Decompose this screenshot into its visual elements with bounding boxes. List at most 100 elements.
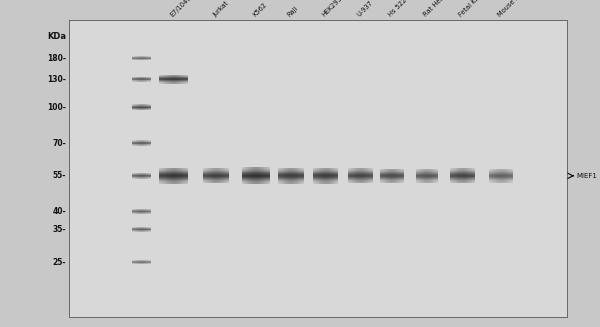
Bar: [322, 168, 323, 184]
Bar: [387, 169, 388, 183]
Bar: [203, 174, 229, 175]
Bar: [203, 168, 229, 169]
Bar: [69, 20, 567, 317]
Bar: [146, 77, 147, 81]
Bar: [348, 168, 349, 183]
Bar: [186, 168, 187, 184]
Bar: [295, 168, 296, 184]
Bar: [147, 104, 148, 111]
Bar: [140, 209, 141, 214]
Bar: [138, 227, 139, 232]
Bar: [278, 172, 304, 173]
Bar: [140, 227, 141, 232]
Bar: [416, 177, 437, 178]
Bar: [142, 209, 143, 214]
Bar: [133, 77, 134, 81]
Bar: [146, 209, 147, 214]
Bar: [422, 169, 423, 182]
Bar: [317, 168, 318, 184]
Bar: [161, 168, 162, 184]
Bar: [138, 104, 139, 111]
Bar: [251, 167, 252, 184]
Bar: [242, 183, 269, 184]
Bar: [294, 168, 295, 184]
Bar: [450, 177, 475, 178]
Bar: [450, 168, 475, 169]
Bar: [150, 140, 151, 146]
Bar: [150, 104, 151, 111]
Bar: [132, 140, 133, 146]
Bar: [203, 178, 229, 179]
Bar: [249, 167, 250, 184]
Bar: [139, 209, 140, 214]
Bar: [247, 167, 248, 184]
Bar: [278, 175, 304, 176]
Bar: [242, 172, 269, 173]
Bar: [168, 168, 169, 184]
Bar: [222, 168, 223, 183]
Bar: [300, 168, 301, 184]
Text: 180-: 180-: [47, 54, 66, 63]
Bar: [138, 209, 139, 214]
Bar: [463, 168, 464, 183]
Bar: [450, 175, 475, 176]
Bar: [302, 168, 304, 184]
Bar: [159, 179, 188, 180]
Bar: [143, 209, 144, 214]
Bar: [473, 168, 474, 183]
Bar: [242, 174, 269, 175]
Bar: [278, 183, 304, 184]
Bar: [164, 168, 165, 184]
Bar: [132, 209, 133, 214]
Bar: [278, 180, 304, 181]
Bar: [429, 169, 430, 182]
Bar: [418, 169, 419, 182]
Bar: [348, 169, 373, 170]
Bar: [146, 260, 147, 264]
Bar: [178, 75, 179, 84]
Bar: [144, 56, 145, 60]
Bar: [166, 75, 167, 84]
Bar: [159, 75, 160, 84]
Bar: [144, 227, 145, 232]
Bar: [470, 168, 471, 183]
Bar: [141, 140, 142, 146]
Bar: [169, 75, 170, 84]
Bar: [169, 168, 170, 184]
Bar: [281, 168, 282, 184]
Bar: [348, 182, 373, 183]
Bar: [313, 170, 338, 171]
Bar: [286, 168, 287, 184]
Bar: [135, 140, 136, 146]
Bar: [371, 168, 372, 183]
Bar: [162, 75, 163, 84]
Bar: [313, 178, 338, 179]
Bar: [145, 173, 146, 179]
Bar: [348, 171, 373, 172]
Bar: [139, 140, 140, 146]
Bar: [313, 174, 338, 175]
Bar: [250, 167, 251, 184]
Bar: [401, 169, 402, 183]
Bar: [264, 167, 265, 184]
Bar: [260, 167, 262, 184]
Bar: [162, 168, 163, 184]
Bar: [137, 104, 138, 111]
Bar: [139, 77, 140, 81]
Bar: [203, 176, 229, 177]
Bar: [242, 181, 269, 182]
Bar: [218, 168, 220, 183]
Bar: [498, 169, 499, 182]
Bar: [393, 169, 394, 183]
Bar: [167, 168, 168, 184]
Bar: [183, 168, 184, 184]
Bar: [386, 169, 387, 183]
Text: 130-: 130-: [47, 75, 66, 84]
Bar: [256, 167, 257, 184]
Text: Rat Heart: Rat Heart: [422, 0, 449, 18]
Bar: [148, 209, 149, 214]
Bar: [159, 183, 188, 184]
Bar: [134, 260, 135, 264]
Bar: [242, 180, 269, 181]
Bar: [397, 169, 398, 183]
